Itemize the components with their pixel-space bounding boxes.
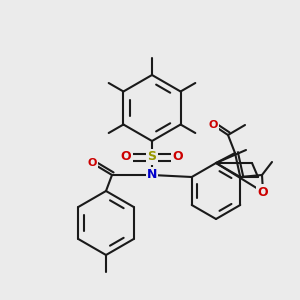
Text: O: O [208,120,218,130]
Text: N: N [147,169,157,182]
Text: O: O [173,151,183,164]
Text: S: S [148,151,157,164]
Text: O: O [87,158,97,168]
Text: O: O [258,185,268,199]
Text: O: O [121,151,131,164]
